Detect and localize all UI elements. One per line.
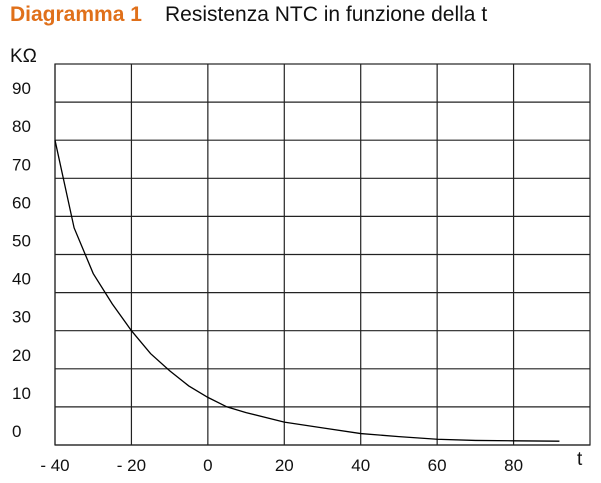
y-tick-label: 30 bbox=[12, 308, 31, 327]
y-tick-label: 90 bbox=[12, 79, 31, 98]
y-tick-label: 80 bbox=[12, 117, 31, 136]
y-tick-label: 60 bbox=[12, 193, 31, 212]
x-tick-label: - 20 bbox=[117, 456, 146, 475]
x-tick-label: 40 bbox=[351, 456, 370, 475]
x-tick-label: - 40 bbox=[40, 456, 69, 475]
data-line bbox=[54, 140, 560, 442]
y-tick-label: 20 bbox=[12, 346, 31, 365]
x-tick-label: 0 bbox=[203, 456, 212, 475]
x-tick-label: 80 bbox=[504, 456, 523, 475]
y-tick-label: 0 bbox=[12, 422, 21, 441]
x-tick-label: 60 bbox=[428, 456, 447, 475]
x-tick-label: 20 bbox=[275, 456, 294, 475]
x-axis-label: t bbox=[577, 449, 583, 470]
y-tick-label: 40 bbox=[12, 270, 31, 289]
y-axis-label: KΩ bbox=[10, 46, 37, 67]
y-tick-label: 10 bbox=[12, 384, 31, 403]
y-tick-label: 70 bbox=[12, 155, 31, 174]
y-tick-label: 50 bbox=[12, 232, 31, 251]
chart-title: Resistenza NTC in funzione della t bbox=[165, 3, 487, 26]
title-label: Diagramma 1 bbox=[10, 3, 142, 26]
